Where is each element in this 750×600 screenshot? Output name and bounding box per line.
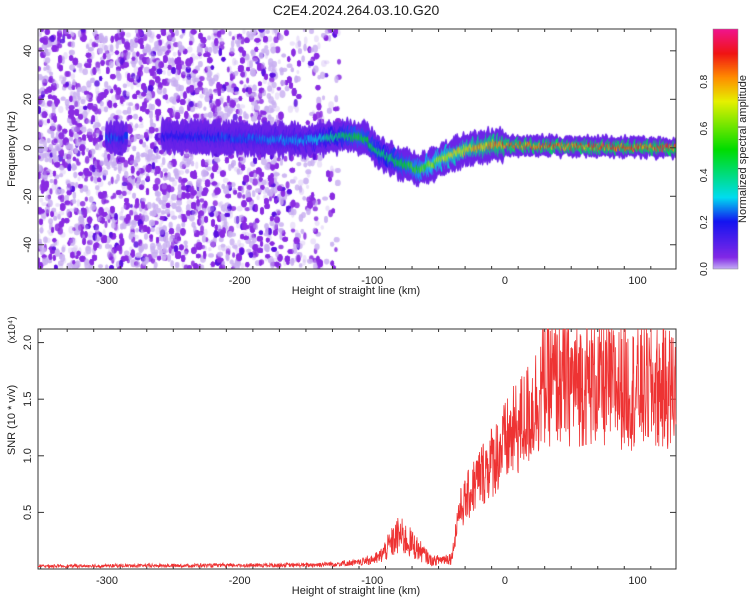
colorbar-tick-label: 0.8 [699, 74, 710, 88]
colorbar-frame [712, 28, 739, 270]
spectrogram-heatmap [38, 29, 676, 269]
bottom-x-tick-label: -100 [361, 575, 383, 587]
colorbar-tick-label: 0.2 [699, 215, 710, 229]
top-x-tick-label: -100 [361, 275, 383, 287]
bottom-y-tick-label: 0.5 [22, 505, 34, 520]
bottom-y-tick-label: 2.0 [22, 335, 34, 350]
bottom-x-label: Height of straight line (km) [292, 585, 420, 597]
top-x-label: Height of straight line (km) [292, 285, 420, 297]
colorbar [713, 29, 738, 269]
top-x-tick-label: -300 [96, 275, 118, 287]
colorbar-tick-label: 0.0 [699, 262, 710, 276]
top-x-tick-label: 100 [628, 275, 646, 287]
top-x-tick-label: -200 [229, 275, 251, 287]
top-y-tick-label: 0 [22, 145, 34, 151]
top-y-tick-label: 20 [22, 93, 34, 105]
top-y-tick-label: -20 [22, 188, 34, 204]
bottom-y-tick-label: 1.0 [22, 448, 34, 463]
bottom-x-tick-label: -200 [229, 575, 251, 587]
top-y-tick-label: 40 [22, 45, 34, 57]
top-plot-frame [37, 28, 677, 270]
bottom-y-tick-label: 1.5 [22, 392, 34, 407]
bottom-x-tick-label: 0 [502, 575, 508, 587]
top-y-tick-label: -40 [22, 237, 34, 253]
top-x-tick-label: 0 [502, 275, 508, 287]
colorbar-tick-label: 0.6 [699, 121, 710, 135]
snr-line [37, 328, 677, 570]
bottom-x-tick-label: -300 [96, 575, 118, 587]
colorbar-label: Normalized spectral amplitude [737, 75, 749, 223]
colorbar-tick-label: 0.4 [699, 168, 710, 182]
chart-title: C2E4.2024.264.03.10.G20 [273, 2, 440, 18]
bottom-x-tick-label: 100 [628, 575, 646, 587]
y-scale-label: (x10⁴) [7, 316, 18, 343]
bottom-plot-frame [37, 328, 677, 570]
bottom-y-label: SNR (10 * v/v) [6, 385, 18, 455]
top-y-label: Frequency (Hz) [6, 111, 18, 187]
